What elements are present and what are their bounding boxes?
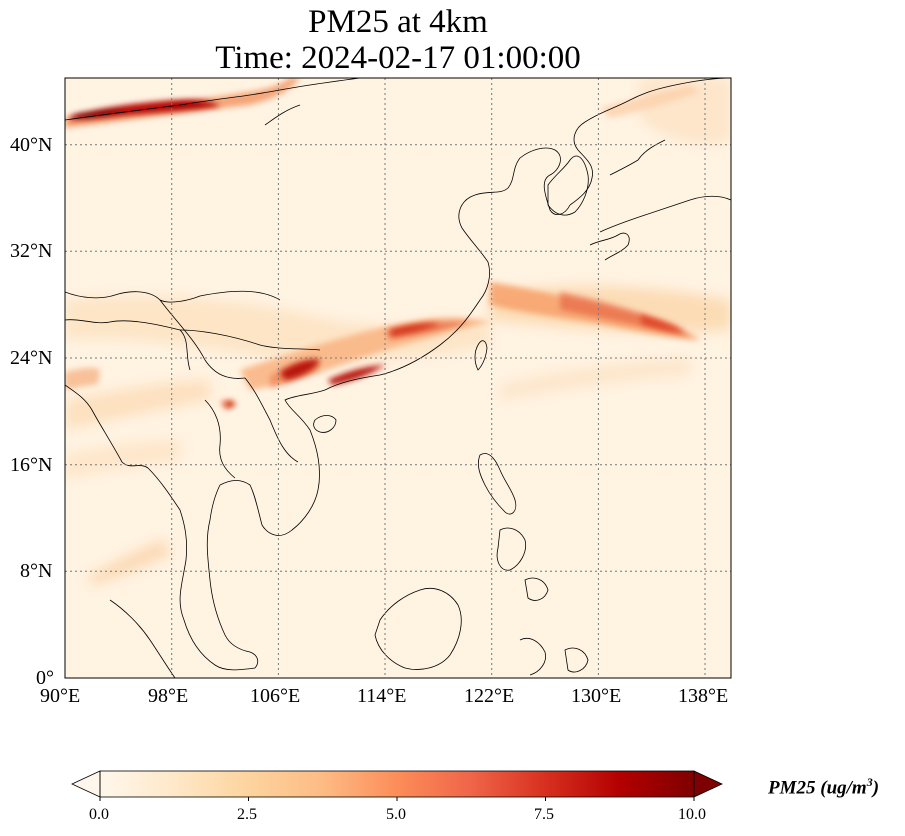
colorbar-min-extend (71, 770, 101, 798)
colorbar-tick-label: 7.5 (534, 806, 554, 823)
colorbar-tick-label: 0.0 (89, 806, 109, 823)
colorbar-title-text: PM25 (ug/m (768, 777, 867, 799)
lon-tick-label: 122°E (464, 685, 515, 707)
colorbar-tick-label: 5.0 (386, 806, 406, 823)
graticule (65, 78, 731, 678)
coastlines (65, 78, 731, 678)
colorbar-tick-label: 2.5 (237, 806, 257, 823)
lat-tick-label: 24°N (10, 347, 53, 369)
lat-tick-label: 32°N (10, 240, 53, 262)
lon-tick-label: 114°E (357, 685, 407, 707)
lat-tick-label: 8°N (20, 560, 53, 582)
lon-tick-label: 130°E (571, 685, 622, 707)
lon-tick-label: 138°E (678, 685, 729, 707)
colorbar-title: PM25 (ug/m3) (768, 775, 879, 799)
lon-tick-label: 90°E (40, 685, 81, 707)
lat-tick-label: 16°N (10, 454, 53, 476)
colorbar (71, 770, 723, 801)
colorbar-gradient (100, 771, 694, 797)
map-title-line2: Time: 2024-02-17 01:00:00 (215, 40, 581, 76)
lat-tick-label: 0° (36, 667, 54, 689)
map-title-line1: PM25 at 4km (308, 4, 488, 40)
colorbar-title-exponent: 3 (866, 775, 873, 789)
lon-tick-label: 98°E (148, 685, 189, 707)
colorbar-title-close: ) (872, 777, 880, 799)
colorbar-tick-label: 10.0 (678, 806, 706, 823)
lon-tick-label: 106°E (250, 685, 301, 707)
colorbar-max-extend (693, 770, 723, 798)
concentration-field (65, 78, 731, 585)
map-frame (64, 77, 732, 679)
lat-tick-label: 40°N (10, 134, 53, 156)
